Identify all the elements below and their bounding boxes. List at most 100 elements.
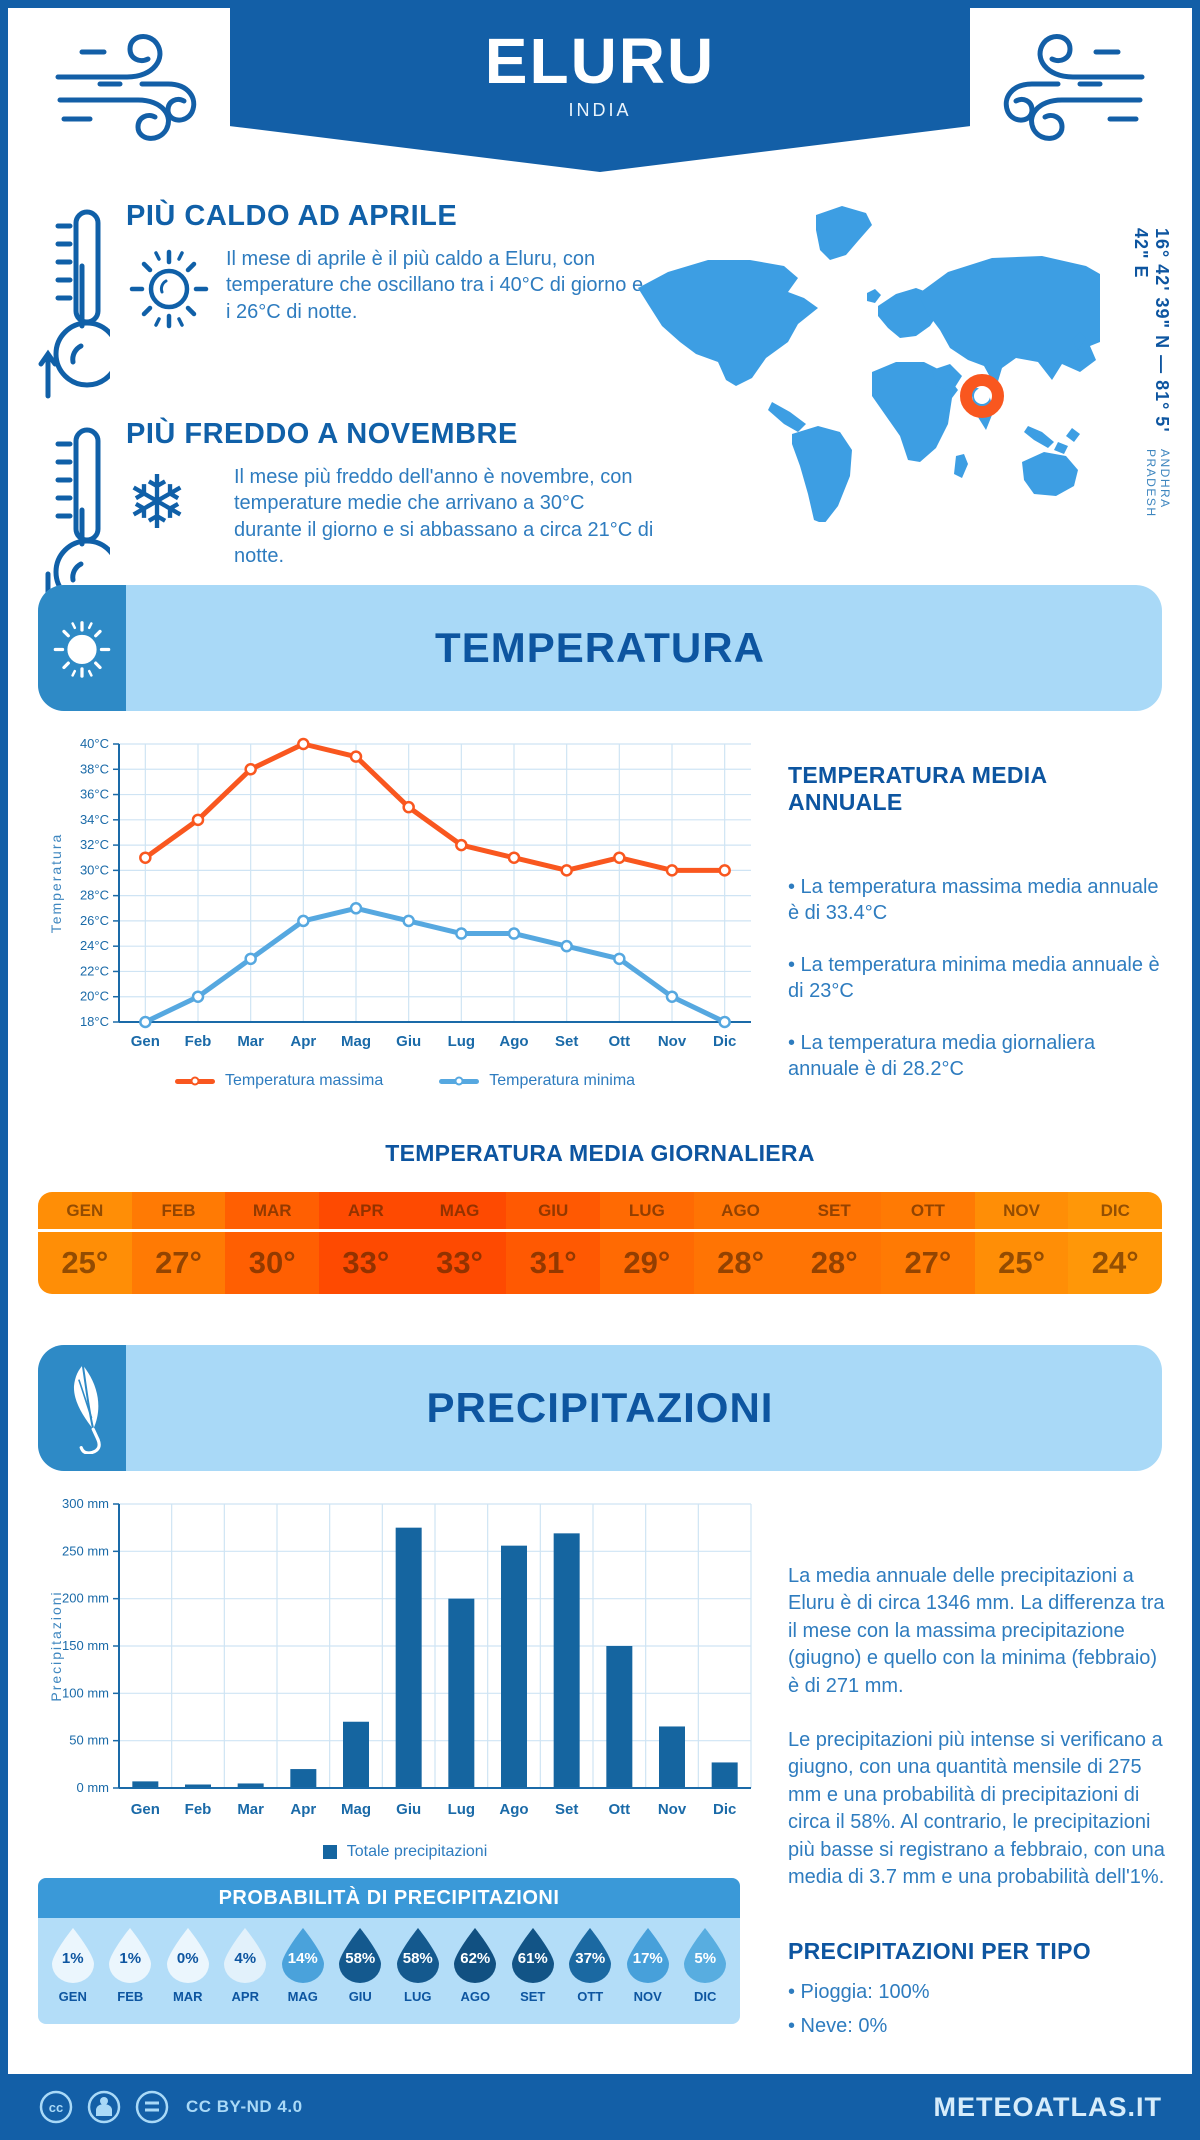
temp-table-cell-APR: APR 33° xyxy=(319,1192,413,1294)
section-title: PRECIPITAZIONI xyxy=(426,1384,774,1431)
month-label: NOV xyxy=(633,1989,662,2004)
month-label: SET xyxy=(787,1192,882,1232)
month-label: MAG xyxy=(287,1989,318,2004)
bar-Ott xyxy=(606,1646,633,1788)
highlight-title: PIÙ FREDDO A NOVEMBRE xyxy=(126,418,518,450)
bar-Apr xyxy=(290,1769,317,1788)
line-chart-legend: Temperatura massima Temperatura minima xyxy=(45,1072,765,1090)
legend-max-label: Temperatura massima xyxy=(224,1072,384,1089)
svg-text:50 mm: 50 mm xyxy=(69,1733,109,1748)
temp-value: 33° xyxy=(436,1245,483,1280)
temp-table-cell-GEN: GEN 25° xyxy=(38,1192,132,1294)
probability-value: 0% xyxy=(176,1950,199,1967)
temp-table-cell-OTT: OTT 27° xyxy=(881,1192,975,1294)
month-label: LUG xyxy=(404,1989,432,2004)
svg-text:26°C: 26°C xyxy=(80,913,109,928)
svg-text:200 mm: 200 mm xyxy=(62,1591,109,1606)
droplet-icon: 61% xyxy=(510,1926,556,1984)
probability-value: 17% xyxy=(632,1950,663,1967)
droplet-cell-LUG: 58% LUG xyxy=(389,1926,447,2024)
temp-table-cell-FEB: FEB 27° xyxy=(131,1192,226,1294)
droplet-icon: 58% xyxy=(395,1926,441,1984)
coordinates: 16° 42' 39" N — 81° 5' 42" E ANDHRA PRAD… xyxy=(1130,228,1172,558)
svg-text:Ago: Ago xyxy=(499,1801,528,1818)
bar-Gen xyxy=(132,1781,159,1788)
cc-license-icons: cc xyxy=(38,2089,170,2125)
month-label: FEB xyxy=(131,1192,226,1232)
bar-Nov xyxy=(659,1726,685,1788)
month-label: FEB xyxy=(117,1989,144,2004)
month-label: AGO xyxy=(693,1192,788,1232)
temp-value: 28° xyxy=(717,1245,764,1280)
page-subtitle: INDIA xyxy=(568,100,632,120)
section-temperature: TEMPERATURA xyxy=(38,585,1162,711)
temp-value: 27° xyxy=(904,1245,952,1280)
droplet-cell-MAR: 0% MAR xyxy=(159,1926,217,2024)
month-label: GEN xyxy=(58,1989,87,2004)
svg-text:22°C: 22°C xyxy=(80,963,109,978)
svg-text:34°C: 34°C xyxy=(80,812,109,827)
droplet-cell-AGO: 62% AGO xyxy=(447,1926,505,2024)
svg-text:24°C: 24°C xyxy=(80,938,109,953)
svg-text:Set: Set xyxy=(555,1801,578,1818)
svg-text:28°C: 28°C xyxy=(80,888,109,903)
bullet-item: • La temperatura minima media annuale è … xyxy=(788,953,1160,1003)
panel-title: TEMPERATURA MEDIA ANNUALE xyxy=(788,762,1047,815)
svg-text:Giu: Giu xyxy=(396,1033,421,1050)
probability-value: 37% xyxy=(575,1950,606,1967)
temp-value: 28° xyxy=(810,1245,858,1280)
probability-value: 58% xyxy=(345,1950,376,1967)
highlight-text: Il mese più freddo dell'anno è novembre,… xyxy=(234,466,654,568)
month-label: DIC xyxy=(694,1989,717,2004)
svg-text:Mag: Mag xyxy=(341,1033,371,1050)
license-label: CC BY-ND 4.0 xyxy=(186,2097,303,2116)
bullet-item: • La temperatura media giornaliera annua… xyxy=(788,1031,1096,1080)
sun-badge xyxy=(38,585,126,711)
temp-value: 25° xyxy=(61,1245,109,1280)
precip-type-bullets: • Pioggia: 100% • Neve: 0% xyxy=(788,1979,1166,2040)
wind-icon xyxy=(55,34,197,141)
droplet-cell-DIC: 5% DIC xyxy=(677,1926,735,2024)
bar-Lug xyxy=(448,1598,475,1788)
section-title: TEMPERATURA xyxy=(435,624,765,671)
svg-text:Mar: Mar xyxy=(237,1801,264,1818)
highlight-coldest: PIÙ FREDDO A NOVEMBRE ❄ Il mese più fred… xyxy=(38,418,653,623)
legend-min-label: Temperatura minima xyxy=(489,1072,636,1089)
droplet-icon: 1% xyxy=(107,1926,153,1984)
temp-value: 29° xyxy=(623,1245,671,1280)
svg-text:36°C: 36°C xyxy=(80,787,109,802)
bullet-item: • Neve: 0% xyxy=(788,2015,888,2038)
temp-annual-panel: TEMPERATURA MEDIA ANNUALE • La temperatu… xyxy=(788,762,1166,1107)
precip-paragraph: La media annuale delle precipitazioni a … xyxy=(788,1565,1165,1697)
droplet-icon: 0% xyxy=(165,1926,211,1984)
page-title: ELURU xyxy=(484,25,716,97)
month-label: MAG xyxy=(412,1192,507,1232)
temp-table-cell-NOV: NOV 25° xyxy=(974,1192,1069,1294)
svg-text:Ott: Ott xyxy=(608,1801,630,1818)
bar-Mag xyxy=(343,1721,369,1788)
legend-max-swatch xyxy=(174,1076,215,1086)
svg-text:Temperatura: Temperatura xyxy=(48,833,64,934)
probability-drops: 1% GEN 1% FEB 0% MAR 4% APR 14% MAG 58% GIU 58% LUG 62… xyxy=(38,1918,740,2024)
cc-nd-icon xyxy=(135,2090,169,2124)
svg-text:Mar: Mar xyxy=(237,1033,264,1050)
highlight-text: Il mese di aprile è il più caldo a Eluru… xyxy=(226,248,644,323)
precip-text-panel: La media annuale delle precipitazioni a … xyxy=(788,1563,1166,1918)
probability-value: 58% xyxy=(402,1950,433,1967)
month-label: OTT xyxy=(881,1192,975,1232)
droplet-icon: 5% xyxy=(682,1926,728,1984)
legend-total-label: Totale precipitazioni xyxy=(346,1843,488,1860)
world-map xyxy=(638,206,1100,522)
precipitation-bar-chart: 0 mm 50 mm 100 mm 150 mm 200 mm 250 mm 300 mm G… xyxy=(48,1496,752,1818)
temp-value: 25° xyxy=(998,1245,1045,1280)
month-label: DIC xyxy=(1068,1192,1162,1232)
probability-value: 4% xyxy=(234,1950,257,1967)
thermometer-up-icon xyxy=(38,209,110,399)
svg-text:Lug: Lug xyxy=(448,1801,476,1818)
svg-text:18°C: 18°C xyxy=(80,1014,109,1029)
bar-Set xyxy=(553,1533,580,1788)
highlight-hottest: PIÙ CALDO AD APRILE Il mese di aprile è … xyxy=(38,200,648,405)
temp-daily-table: GEN 25° FEB 27° MAR 30° APR 33° MAG 33° GIU 31° LUG 2… xyxy=(38,1192,1162,1294)
temperature-line-chart: 18°C 20°C 22°C 24°C 26°C 28°C 30°C 32°C 34°C 36°C… xyxy=(48,736,751,1050)
